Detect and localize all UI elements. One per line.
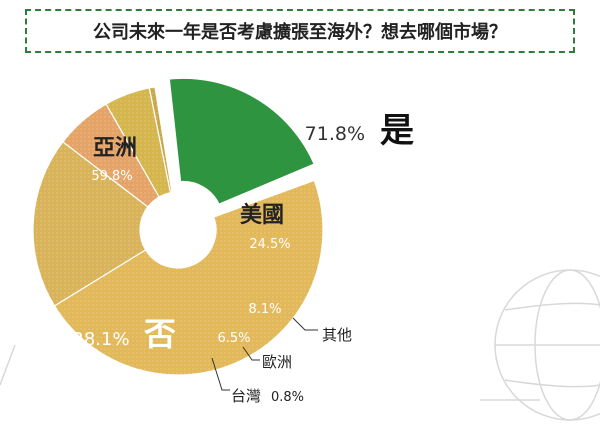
pie-slice-texture: [62, 104, 160, 207]
slice-value-其他: 8.1%: [248, 302, 281, 317]
leader-line-台灣: [211, 357, 230, 391]
slice-value-否: 28.1%: [72, 329, 129, 350]
slice-label-台灣: 台灣: [231, 387, 261, 405]
pie-slice-texture: [149, 86, 172, 193]
leader-line-歐洲: [242, 346, 260, 361]
pie-slice-否: [164, 73, 320, 210]
leader-line-其他: [292, 317, 318, 331]
slice-label-否: 否: [144, 315, 176, 353]
slice-label-亞洲: 亞洲: [93, 136, 137, 161]
slice-label-歐洲: 歐洲: [262, 353, 292, 371]
slice-value-台灣: 0.8%: [271, 390, 304, 405]
pie-slice-texture: [33, 141, 148, 306]
slice-value-美國: 24.5%: [249, 237, 290, 252]
slice-label-其他: 其他: [322, 326, 352, 344]
pie-slice-texture: [54, 180, 323, 375]
group-value-是: 71.8%: [305, 123, 365, 145]
slice-value-歐洲: 6.5%: [217, 331, 250, 346]
group-label-是: 是: [380, 111, 414, 151]
slice-value-亞洲: 59.8%: [91, 169, 132, 184]
globe-icon: [494, 269, 600, 421]
chart-title: 公司未來一年是否考慮擴張至海外？想去哪個市場？: [25, 9, 575, 53]
decorative-lines: [0, 344, 540, 401]
slice-label-美國: 美國: [240, 202, 284, 228]
